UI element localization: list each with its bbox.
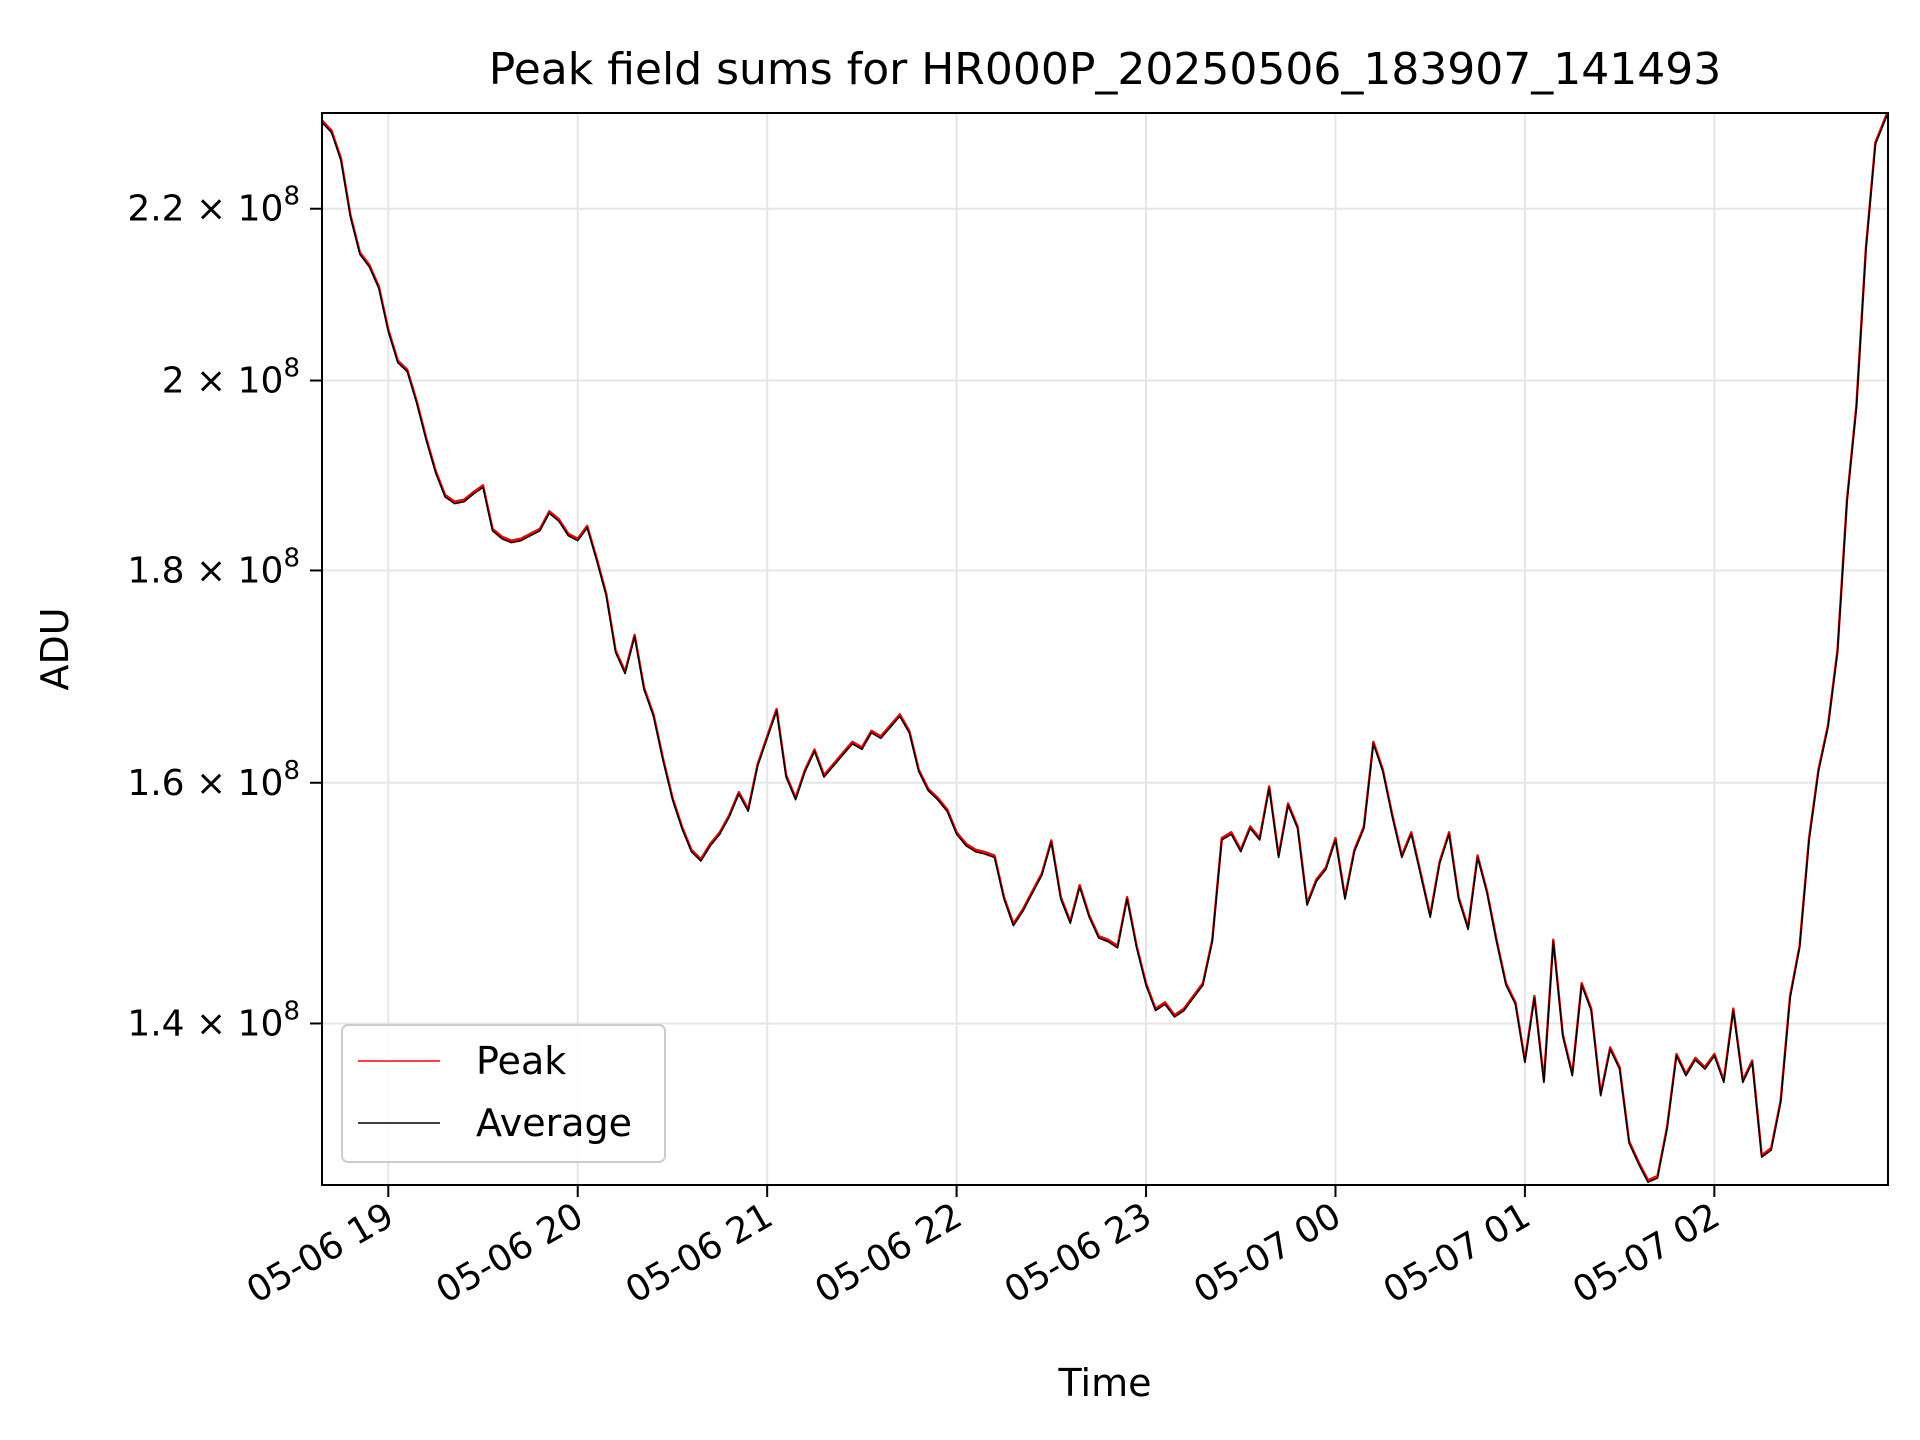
series-lines	[322, 113, 1888, 1183]
y-tick-label: 2.2 × 108	[127, 182, 300, 230]
y-tick-label: 1.6 × 108	[127, 756, 300, 804]
y-axis-label: ADU	[33, 607, 77, 690]
y-tick-label: 1.8 × 108	[127, 543, 300, 591]
legend: Peak Average	[341, 1024, 666, 1163]
plot-frame	[321, 112, 1889, 1186]
legend-box	[341, 1024, 666, 1163]
y-tick-label: 2 × 108	[162, 354, 300, 402]
y-tick-label: 1.4 × 108	[127, 996, 300, 1044]
y-axis-ticks: 1.4 × 108 1.6 × 108 1.8 × 108 2 × 108 2.2 × …	[127, 182, 322, 1044]
legend-label-average: Average	[476, 1101, 632, 1145]
series-layer	[322, 113, 1888, 1183]
series-line-average	[322, 113, 1888, 1183]
legend-label-peak: Peak	[476, 1039, 566, 1083]
chart-title: Peak field sums for HR000P_20250506_1839…	[489, 44, 1722, 95]
grid-lines	[322, 113, 1888, 1185]
x-axis-label: Time	[1058, 1361, 1152, 1405]
